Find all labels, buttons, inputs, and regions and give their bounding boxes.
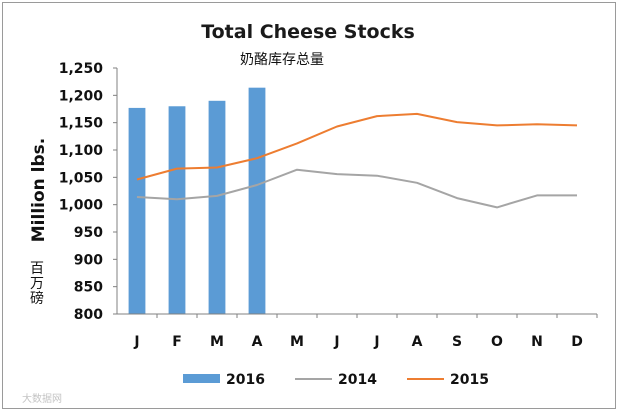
chart-frame bbox=[2, 2, 616, 409]
y-tick-label: 1,050 bbox=[59, 170, 104, 186]
line-2014 bbox=[136, 168, 577, 209]
x-tick-label: J bbox=[373, 334, 379, 350]
y-tick-label: 1,150 bbox=[59, 116, 104, 132]
chart-title: Total Cheese Stocks bbox=[201, 21, 415, 43]
y-axis-label-cn-char: 磅 bbox=[30, 290, 44, 307]
y-axis-label: Million lbs. bbox=[29, 138, 49, 243]
x-tick-label: M bbox=[290, 334, 304, 350]
legend-swatch-2016 bbox=[183, 374, 220, 383]
line-2015 bbox=[136, 112, 578, 181]
bar-series-2016 bbox=[128, 87, 266, 315]
y-tick-label: 850 bbox=[74, 280, 103, 296]
bar-2016 bbox=[128, 107, 146, 314]
bar-2016 bbox=[168, 106, 186, 315]
bar-2016 bbox=[208, 100, 226, 314]
legend-label-2015: 2015 bbox=[450, 372, 489, 388]
x-tick-label: N bbox=[531, 334, 543, 350]
y-tick-label: 1,000 bbox=[59, 198, 104, 214]
y-tick-label: 950 bbox=[74, 225, 103, 241]
y-tick-label: 1,200 bbox=[59, 88, 104, 104]
y-tick-label: 1,100 bbox=[59, 143, 104, 159]
x-tick-label: A bbox=[252, 334, 263, 350]
x-tick-label: J bbox=[333, 334, 339, 350]
chart-legend: 2016 2014 2015 bbox=[183, 372, 489, 388]
y-tick-label: 800 bbox=[74, 307, 103, 323]
watermark: 大数据网 bbox=[22, 392, 62, 405]
y-axis-label-chinese: 百万磅 bbox=[30, 261, 44, 307]
x-tick-label: M bbox=[210, 334, 224, 350]
y-tick-label: 1,250 bbox=[59, 61, 104, 77]
x-tick-label: S bbox=[452, 334, 462, 350]
x-tick-label: A bbox=[412, 334, 423, 350]
x-tick-label: J bbox=[133, 334, 139, 350]
line-series bbox=[136, 112, 578, 209]
x-tick-label: D bbox=[571, 334, 583, 350]
legend-label-2014: 2014 bbox=[338, 372, 377, 388]
bar-2016 bbox=[248, 87, 266, 315]
x-tick-label: O bbox=[491, 334, 503, 350]
y-axis-label-cn-char: 百 bbox=[30, 261, 44, 277]
y-axis-ticks: 1,250 1,200 1,150 1,100 1,050 1,000 950 900 850 8… bbox=[59, 61, 117, 323]
x-tick-label: F bbox=[172, 334, 182, 350]
y-tick-label: 900 bbox=[74, 252, 103, 268]
y-axis-label-cn-char: 万 bbox=[30, 276, 44, 292]
legend-label-2016: 2016 bbox=[226, 372, 265, 388]
chart-subtitle: 奶酪库存总量 bbox=[240, 52, 324, 68]
